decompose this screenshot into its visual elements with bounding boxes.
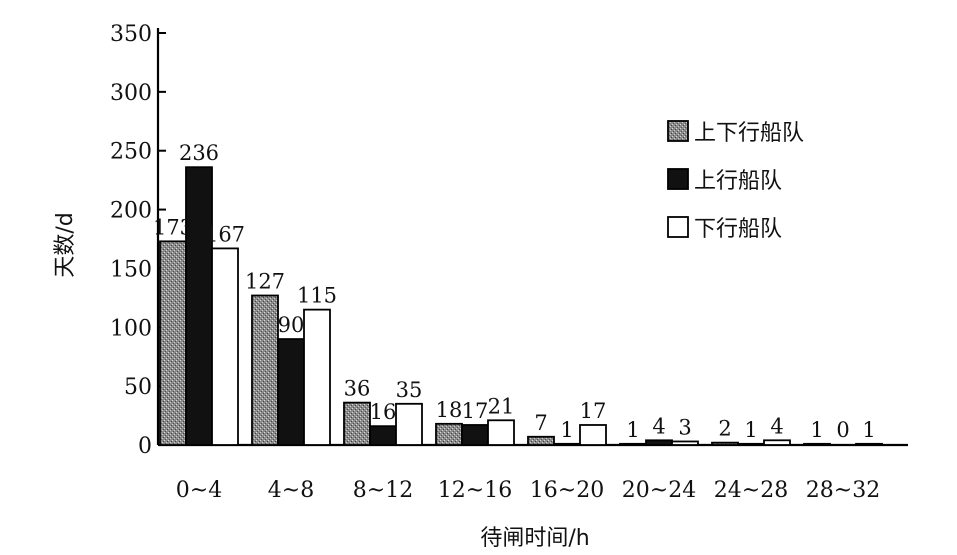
bar-3-4~8 — [303, 308, 331, 446]
y-tick-label: 350 — [110, 22, 152, 47]
bar-3-0~4 — [211, 247, 239, 446]
bar-3-20~24 — [671, 440, 699, 446]
y-tick-label: 150 — [110, 257, 152, 282]
legend-label: 下行船队 — [694, 217, 782, 242]
data-label: 167 — [205, 222, 245, 246]
legend-swatch — [667, 168, 689, 190]
y-tick-label: 200 — [110, 199, 152, 224]
legend-swatch — [667, 216, 689, 238]
data-label: 1 — [744, 418, 757, 442]
data-label: 21 — [488, 394, 515, 418]
data-label: 7 — [534, 411, 547, 435]
bar-3-12~16 — [487, 419, 515, 446]
x-tick-label: 20~24 — [622, 478, 696, 503]
legend-swatch — [667, 120, 689, 142]
bar-1-20~24 — [619, 442, 647, 446]
bar-3-16~20 — [579, 424, 607, 446]
x-tick-label: 4~8 — [268, 478, 314, 503]
bar-2-0~4 — [185, 166, 213, 446]
data-label: 127 — [245, 270, 285, 294]
data-label: 4 — [652, 414, 665, 438]
bars — [159, 166, 883, 446]
legend-label: 上下行船队 — [694, 121, 804, 146]
bar-2-20~24 — [645, 439, 673, 446]
y-tick-label: 0 — [138, 434, 152, 459]
bar-1-8~12 — [343, 401, 371, 446]
bar-1-4~8 — [251, 294, 279, 446]
bar-3-8~12 — [395, 402, 423, 446]
data-label: 173 — [153, 215, 193, 239]
data-label: 1 — [626, 418, 639, 442]
x-axis-title: 待闸时间/h — [480, 526, 589, 551]
data-label: 16 — [370, 400, 397, 424]
x-tick-label: 16~20 — [530, 478, 604, 503]
y-tick-label: 50 — [124, 375, 152, 400]
data-label: 90 — [278, 313, 305, 337]
data-label: 1 — [810, 418, 823, 442]
data-label: 1 — [862, 418, 875, 442]
legend-label: 上行船队 — [694, 169, 782, 194]
bar-2-8~12 — [369, 425, 397, 446]
data-label: 1 — [560, 418, 573, 442]
data-label: 35 — [396, 378, 423, 402]
x-tick-label: 24~28 — [714, 478, 788, 503]
data-label: 2 — [718, 417, 731, 441]
data-label: 36 — [344, 377, 371, 401]
y-tick-label: 250 — [110, 140, 152, 165]
bar-1-16~20 — [527, 435, 555, 446]
bar-1-28~32 — [803, 442, 831, 446]
bar-1-0~4 — [159, 240, 187, 446]
bar-2-24~28 — [737, 442, 765, 446]
data-label: 17 — [462, 399, 489, 423]
y-axis-title: 天数/d — [53, 212, 78, 277]
bar-3-28~32 — [855, 442, 883, 446]
bar-3-24~28 — [763, 439, 791, 446]
data-label: 3 — [678, 415, 691, 439]
bar-2-12~16 — [461, 424, 489, 446]
x-tick-label: 0~4 — [176, 478, 222, 503]
data-label: 18 — [436, 398, 463, 422]
x-tick-label: 8~12 — [353, 478, 413, 503]
y-tick-label: 100 — [110, 316, 152, 341]
data-label: 17 — [580, 399, 607, 423]
y-tick-label: 300 — [110, 81, 152, 106]
bar-1-24~28 — [711, 441, 739, 446]
bar-2-16~20 — [553, 442, 581, 446]
data-label: 0 — [836, 418, 849, 442]
x-tick-label: 12~16 — [438, 478, 512, 503]
x-tick-label: 28~32 — [806, 478, 880, 503]
data-label: 115 — [297, 284, 337, 308]
bar-2-4~8 — [277, 338, 305, 446]
data-label: 236 — [179, 141, 219, 165]
bar-1-12~16 — [435, 422, 463, 446]
data-label: 4 — [770, 414, 783, 438]
